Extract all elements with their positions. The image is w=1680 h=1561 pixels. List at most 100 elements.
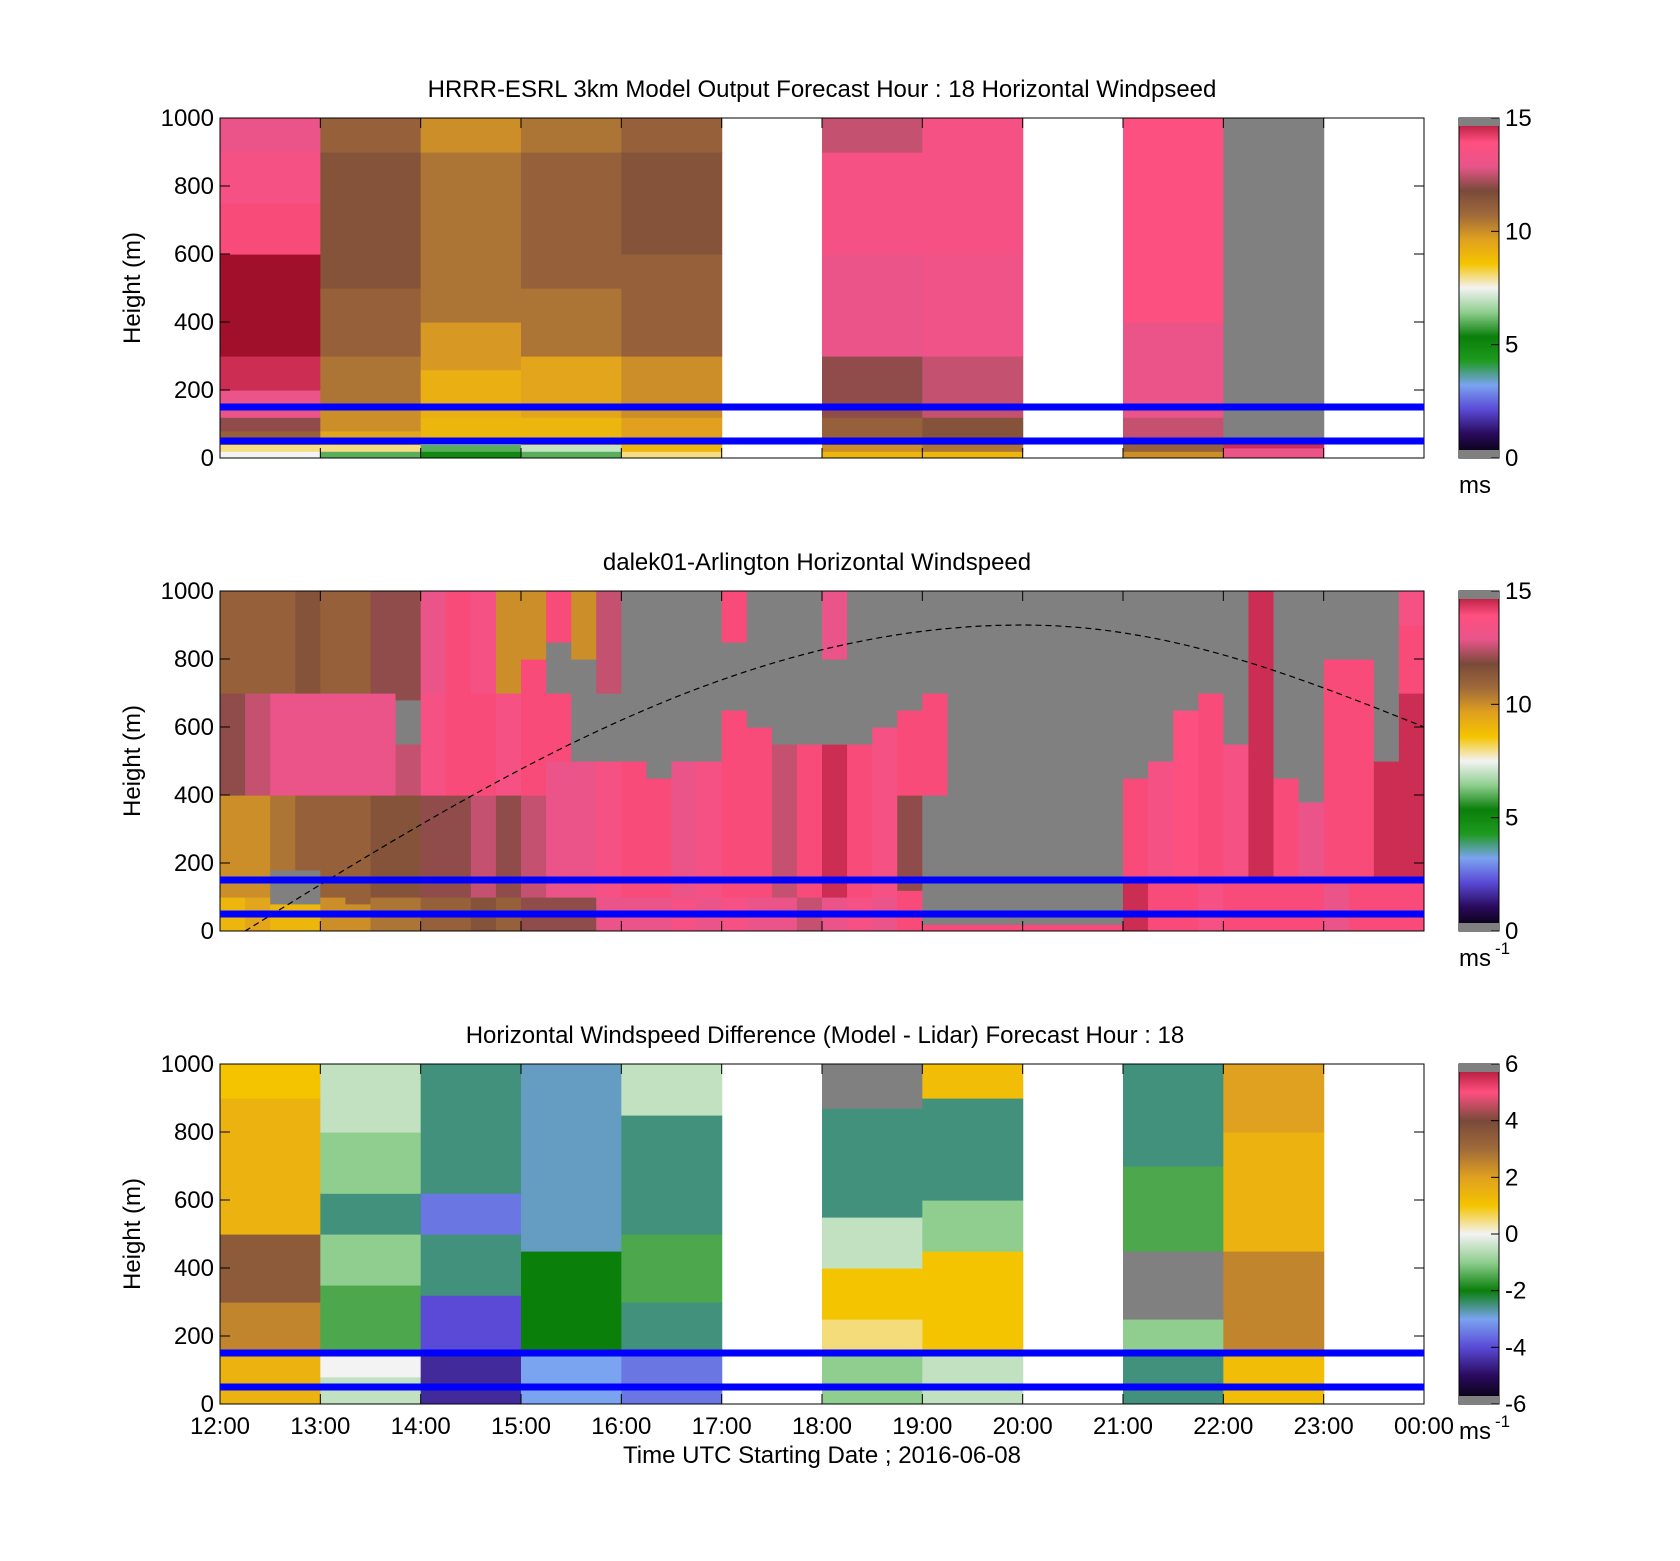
colorbar-tick-label: 4 bbox=[1505, 1108, 1518, 1135]
heatmap-cell bbox=[1072, 591, 1099, 762]
x-tick-label: 17:00 bbox=[692, 1413, 752, 1440]
y-tick-label: 200 bbox=[174, 850, 214, 877]
heatmap-cell bbox=[1198, 693, 1224, 881]
heatmap-cell bbox=[1323, 880, 1350, 931]
heatmap-cell bbox=[420, 1295, 522, 1354]
heatmap-cell bbox=[972, 924, 999, 931]
y-tick-label: 1000 bbox=[161, 578, 214, 605]
heatmap-cell bbox=[220, 1353, 321, 1404]
heatmap-cell bbox=[621, 1064, 723, 1116]
heatmap-cell bbox=[847, 591, 873, 745]
heatmap-cell bbox=[822, 152, 923, 255]
heatmap-cell bbox=[1298, 880, 1325, 931]
heatmap-cell bbox=[1373, 591, 1400, 762]
heatmap-cell bbox=[220, 356, 321, 391]
heatmap-cell bbox=[320, 1285, 422, 1351]
colorbar-unit-exponent: -1 bbox=[1495, 1412, 1510, 1431]
heatmap-cell bbox=[245, 591, 271, 694]
heatmap-cell bbox=[1223, 880, 1250, 931]
heatmap-cell bbox=[220, 430, 321, 439]
difference-y-axis: 0 200 400 600 800 1000 bbox=[161, 1051, 1424, 1418]
heatmap-cell bbox=[370, 693, 397, 796]
colorbar-unit-exponent: -1 bbox=[1495, 939, 1510, 958]
heatmap-cell bbox=[1323, 591, 1350, 660]
heatmap-cell bbox=[872, 591, 898, 728]
heatmap-cell bbox=[822, 744, 848, 898]
heatmap-cell bbox=[470, 693, 497, 796]
heatmap-cell bbox=[420, 591, 447, 694]
y-tick-label: 1000 bbox=[161, 1051, 214, 1078]
heatmap-cell bbox=[220, 254, 321, 323]
heatmap-cell bbox=[220, 591, 246, 694]
heatmap-cell bbox=[571, 659, 597, 762]
colorbar-tick-label: -2 bbox=[1505, 1278, 1526, 1305]
x-tick-label: 15:00 bbox=[491, 1413, 551, 1440]
colorbar-unit-label: ms bbox=[1459, 945, 1491, 972]
y-tick-label: 1000 bbox=[161, 105, 214, 132]
heatmap-cell bbox=[771, 744, 798, 898]
y-tick-label: 400 bbox=[174, 309, 214, 336]
heatmap-cell bbox=[220, 1098, 321, 1235]
model-x-ticks bbox=[219, 118, 1425, 458]
difference-x-axis: 12:00 13:00 14:00 15:00 16:00 17:00 18:00 19:00… bbox=[190, 1064, 1454, 1440]
lidar-curve bbox=[244, 624, 1424, 931]
heatmap-cell bbox=[746, 727, 773, 898]
difference-reference-lines bbox=[220, 1349, 1424, 1391]
heatmap-cell bbox=[521, 1353, 622, 1404]
heatmap-cell bbox=[320, 356, 422, 405]
heatmap-cell bbox=[395, 591, 422, 701]
heatmap-cell bbox=[320, 288, 422, 357]
heatmap-cell bbox=[1123, 118, 1224, 323]
colorbar-tick-label: 15 bbox=[1505, 578, 1532, 605]
heatmap-cell bbox=[721, 710, 748, 898]
heatmap-cell bbox=[1398, 880, 1424, 931]
colorbar-tick-label: 0 bbox=[1505, 445, 1518, 472]
heatmap-cell bbox=[1123, 1064, 1224, 1167]
heatmap-cell bbox=[521, 152, 622, 289]
heatmap-cell bbox=[872, 727, 898, 898]
heatmap-cell bbox=[1173, 710, 1199, 881]
x-tick-label: 13:00 bbox=[290, 1413, 350, 1440]
heatmap-cell bbox=[822, 118, 923, 153]
heatmap-cell bbox=[521, 1064, 622, 1252]
heatmap-cell bbox=[295, 591, 321, 694]
heatmap-cell bbox=[897, 795, 923, 891]
heatmap-cell bbox=[922, 795, 949, 925]
heatmap-cell bbox=[621, 591, 648, 762]
heatmap-cell bbox=[1348, 727, 1375, 881]
heatmap-cell bbox=[822, 444, 923, 452]
heatmap-cell bbox=[420, 118, 522, 153]
heatmap-cell bbox=[345, 591, 372, 694]
heatmap-cell bbox=[521, 659, 547, 796]
heatmap-cell bbox=[922, 591, 949, 694]
heatmap-cell bbox=[345, 903, 372, 931]
heatmap-cell bbox=[621, 1302, 723, 1354]
heatmap-cell bbox=[245, 693, 271, 796]
heatmap-cell bbox=[571, 761, 597, 898]
heatmap-cell bbox=[395, 699, 422, 745]
heatmap-cell bbox=[1373, 761, 1400, 881]
colorbar bbox=[1458, 117, 1500, 459]
y-tick-label: 400 bbox=[174, 1255, 214, 1282]
heatmap-cell bbox=[220, 152, 321, 204]
y-tick-label: 800 bbox=[174, 1119, 214, 1146]
heatmap-cell bbox=[922, 1200, 1024, 1252]
panel-model: HRRR-ESRL 3km Model Output Forecast Hour… bbox=[119, 76, 1532, 499]
heatmap-cell bbox=[270, 693, 296, 796]
heatmap-cell bbox=[1148, 591, 1174, 762]
panel-lidar: dalek01-Arlington Horizontal Windspeed 0… bbox=[119, 549, 1532, 972]
heatmap-cell bbox=[1323, 761, 1350, 881]
diurnal-curve bbox=[244, 624, 1424, 931]
heatmap-cell bbox=[521, 444, 622, 452]
heatmap-cell bbox=[1097, 591, 1124, 769]
x-tick-label: 12:00 bbox=[190, 1413, 250, 1440]
heatmap-cell bbox=[822, 451, 923, 458]
heatmap-cell bbox=[997, 591, 1024, 925]
colorbar-bottom-cap bbox=[1459, 923, 1499, 931]
heatmap-cell bbox=[922, 1251, 1024, 1354]
heatmap-cell bbox=[621, 254, 723, 357]
heatmap-cell bbox=[1198, 591, 1224, 694]
heatmap-cell bbox=[696, 761, 723, 898]
model-y-axis: 0 200 400 600 800 1000 bbox=[161, 105, 1424, 472]
colorbar-tick-label: 5 bbox=[1505, 805, 1518, 832]
